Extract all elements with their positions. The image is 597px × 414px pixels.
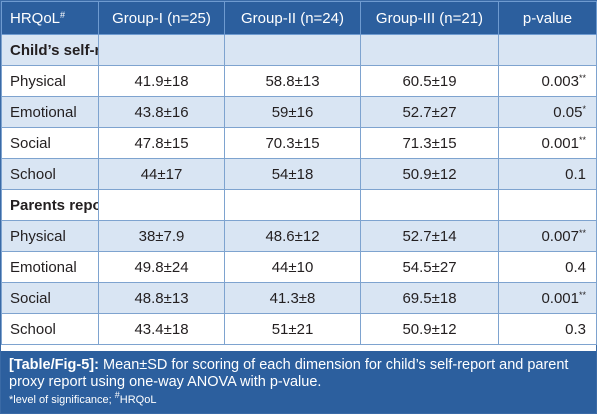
row-label: Emotional — [1, 96, 99, 128]
group-3-value: 71.3±15 — [360, 127, 499, 159]
group-2-value: 51±21 — [224, 313, 361, 345]
group-2-value: 58.8±13 — [224, 65, 361, 97]
section-title: Child’s self-report — [1, 34, 99, 66]
caption-main: [Table/Fig-5]: Mean±SD for scoring of ea… — [9, 357, 588, 391]
table-row: Social 48.8±13 41.3±8 69.5±18 0.001** — [1, 282, 597, 314]
empty-cell — [224, 189, 361, 221]
header-group-3: Group-III (n=21) — [360, 1, 499, 35]
group-1-value: 41.9±18 — [98, 65, 225, 97]
group-2-value: 70.3±15 — [224, 127, 361, 159]
row-label: School — [1, 158, 99, 190]
header-group-1: Group-I (n=25) — [98, 1, 225, 35]
group-1-value: 43.8±16 — [98, 96, 225, 128]
group-3-value: 50.9±12 — [360, 158, 499, 190]
section-row: Parents report — [1, 189, 597, 221]
group-2-value: 54±18 — [224, 158, 361, 190]
row-label: Social — [1, 282, 99, 314]
p-value: 0.05* — [498, 96, 597, 128]
table-row: Physical 41.9±18 58.8±13 60.5±19 0.003** — [1, 65, 597, 97]
group-1-value: 48.8±13 — [98, 282, 225, 314]
header-group-2: Group-II (n=24) — [224, 1, 361, 35]
row-label: School — [1, 313, 99, 345]
empty-cell — [224, 34, 361, 66]
table-body: Child’s self-reportPhysical41.9±1858.8±1… — [1, 34, 597, 345]
table-header: HRQoL# Group-I (n=25) Group-II (n=24) Gr… — [1, 1, 597, 35]
group-3-value: 69.5±18 — [360, 282, 499, 314]
row-label: Physical — [1, 65, 99, 97]
p-value: 0.001** — [498, 127, 597, 159]
table-caption: [Table/Fig-5]: Mean±SD for scoring of ea… — [1, 351, 596, 413]
header-hrqol: HRQoL# — [1, 1, 99, 35]
p-value: 0.003** — [498, 65, 597, 97]
group-3-value: 54.5±27 — [360, 251, 499, 283]
group-1-value: 47.8±15 — [98, 127, 225, 159]
empty-cell — [360, 189, 499, 221]
group-2-value: 41.3±8 — [224, 282, 361, 314]
empty-cell — [498, 34, 597, 66]
group-1-value: 44±17 — [98, 158, 225, 190]
p-value: 0.4 — [498, 251, 597, 283]
group-1-value: 38±7.9 — [98, 220, 225, 252]
header-p-value: p-value — [498, 1, 597, 35]
group-1-value: 49.8±24 — [98, 251, 225, 283]
p-value: 0.007** — [498, 220, 597, 252]
caption-footnote: *level of significance; #HRQoL — [9, 390, 157, 407]
caption-tag: [Table/Fig-5]: — [9, 357, 99, 373]
empty-cell — [360, 34, 499, 66]
p-value: 0.001** — [498, 282, 597, 314]
p-value: 0.3 — [498, 313, 597, 345]
empty-cell — [498, 189, 597, 221]
empty-cell — [98, 189, 225, 221]
group-3-value: 52.7±27 — [360, 96, 499, 128]
table-row: Emotional 49.8±24 44±10 54.5±27 0.4 — [1, 251, 597, 283]
group-3-value: 52.7±14 — [360, 220, 499, 252]
group-2-value: 48.6±12 — [224, 220, 361, 252]
row-label: Social — [1, 127, 99, 159]
caption-text: Mean±SD for scoring of each dimension fo… — [9, 357, 569, 390]
table-row: Emotional 43.8±16 59±16 52.7±27 0.05* — [1, 96, 597, 128]
group-3-value: 50.9±12 — [360, 313, 499, 345]
row-label: Emotional — [1, 251, 99, 283]
table-row: Physical 38±7.9 48.6±12 52.7±14 0.007** — [1, 220, 597, 252]
group-2-value: 44±10 — [224, 251, 361, 283]
empty-cell — [98, 34, 225, 66]
table-row: Social 47.8±15 70.3±15 71.3±15 0.001** — [1, 127, 597, 159]
hrqol-table: HRQoL# Group-I (n=25) Group-II (n=24) Gr… — [1, 1, 597, 345]
table-row: School 43.4±18 51±21 50.9±12 0.3 — [1, 313, 597, 345]
p-value: 0.1 — [498, 158, 597, 190]
group-3-value: 60.5±19 — [360, 65, 499, 97]
row-label: Physical — [1, 220, 99, 252]
group-2-value: 59±16 — [224, 96, 361, 128]
table-row: School 44±17 54±18 50.9±12 0.1 — [1, 158, 597, 190]
group-1-value: 43.4±18 — [98, 313, 225, 345]
section-row: Child’s self-report — [1, 34, 597, 66]
section-title: Parents report — [1, 189, 99, 221]
